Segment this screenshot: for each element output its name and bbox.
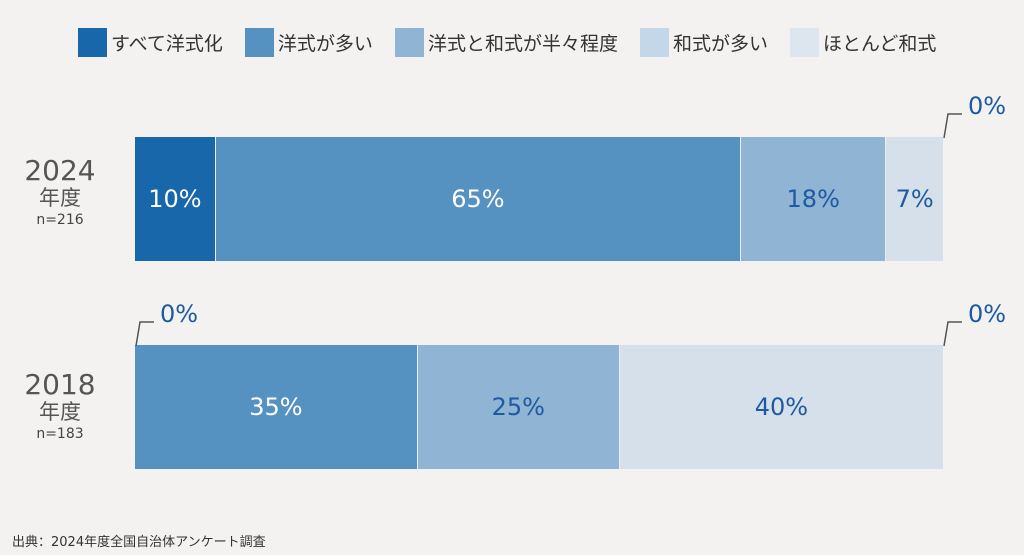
segment-label: 35% [249, 393, 303, 421]
bar-segment: 7% [886, 137, 943, 261]
segment-label: 7% [895, 185, 934, 213]
bar-segment: 18% [740, 137, 887, 261]
legend-item-mostly-western: 洋式が多い [244, 28, 373, 57]
legend-swatch [789, 28, 819, 57]
bar-2024: 10% 65% 18% 7% [135, 137, 943, 261]
legend-label: ほとんど和式 [822, 33, 937, 55]
legend-swatch [244, 28, 274, 57]
legend-label: すべて洋式化 [111, 33, 223, 55]
callout-leader-line [135, 321, 154, 347]
row-year: 2024 [24, 154, 96, 187]
source-note: 出典：2024年度全国自治体アンケート調査 [12, 535, 266, 550]
row-sample-size: n=183 [36, 426, 84, 442]
legend-item-almost-all-japanese: ほとんど和式 [789, 28, 937, 57]
row-label-2018: 2018 年度 n=183 [0, 370, 120, 444]
callout-label: 0% [968, 300, 1007, 328]
segment-label: 25% [491, 393, 545, 421]
callout-leader-line [943, 321, 962, 347]
legend-label: 和式が多い [672, 33, 768, 55]
legend-swatch [639, 28, 669, 57]
bar-2018: 35% 25% 40% [135, 345, 943, 469]
segment-label: 40% [754, 393, 809, 421]
callout-leader-line [943, 113, 962, 139]
legend-item-mostly-japanese: 和式が多い [639, 28, 768, 57]
bar-segment: 40% [619, 345, 943, 469]
callout-label: 0% [160, 300, 199, 328]
legend-label: 洋式と和式が半々程度 [427, 33, 618, 55]
row-nendo: 年度 [39, 400, 81, 424]
legend-label: 洋式が多い [277, 33, 373, 55]
segment-label: 10% [148, 185, 202, 213]
row-nendo: 年度 [39, 186, 81, 210]
segment-label: 65% [451, 185, 505, 213]
row-label-2024: 2024 年度 n=216 [0, 156, 120, 230]
bar-segment: 10% [135, 137, 216, 261]
bar-segment: 25% [417, 345, 620, 469]
legend-item-all-western: すべて洋式化 [78, 28, 223, 57]
segment-label: 18% [786, 185, 840, 213]
legend-swatch [394, 28, 424, 57]
callout-label: 0% [968, 92, 1007, 120]
bar-segment: 65% [215, 137, 741, 261]
row-year: 2018 [24, 368, 96, 401]
legend-item-half-half: 洋式と和式が半々程度 [394, 28, 618, 57]
bar-segment: 35% [135, 345, 418, 469]
chart-legend: すべて洋式化 洋式が多い 洋式と和式が半々程度 和式が多い ほとんど和式 [78, 28, 958, 57]
row-sample-size: n=216 [36, 212, 84, 228]
legend-swatch [78, 28, 107, 57]
